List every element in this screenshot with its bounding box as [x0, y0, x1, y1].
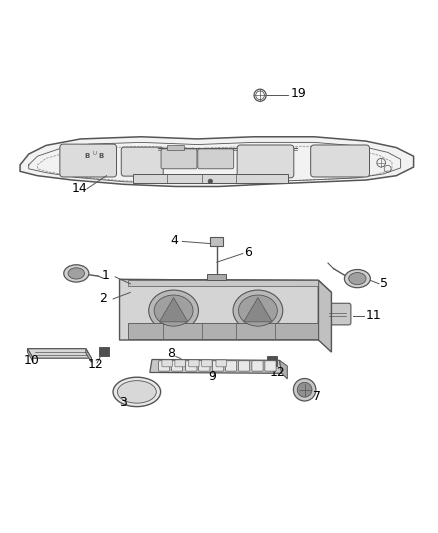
FancyBboxPatch shape — [199, 361, 210, 371]
FancyBboxPatch shape — [226, 361, 237, 371]
FancyBboxPatch shape — [238, 361, 250, 371]
FancyBboxPatch shape — [265, 361, 276, 371]
FancyBboxPatch shape — [161, 149, 197, 169]
FancyBboxPatch shape — [311, 145, 370, 177]
Bar — [210, 237, 223, 246]
Circle shape — [208, 179, 213, 184]
Ellipse shape — [149, 290, 198, 331]
Text: 5: 5 — [380, 277, 389, 290]
Polygon shape — [86, 349, 92, 362]
FancyBboxPatch shape — [252, 361, 263, 371]
Ellipse shape — [113, 377, 161, 407]
FancyBboxPatch shape — [237, 145, 294, 178]
FancyBboxPatch shape — [324, 303, 351, 325]
FancyBboxPatch shape — [162, 360, 172, 367]
FancyBboxPatch shape — [202, 360, 212, 367]
Text: 12: 12 — [270, 366, 286, 379]
Bar — [267, 357, 277, 366]
Text: 3: 3 — [119, 395, 127, 409]
FancyBboxPatch shape — [159, 361, 170, 371]
Polygon shape — [279, 360, 287, 379]
Ellipse shape — [64, 265, 89, 282]
Polygon shape — [150, 359, 282, 373]
Polygon shape — [28, 349, 92, 358]
Text: 19: 19 — [290, 87, 306, 100]
FancyBboxPatch shape — [189, 360, 199, 367]
Ellipse shape — [238, 295, 277, 326]
Polygon shape — [120, 279, 332, 293]
Polygon shape — [133, 174, 288, 183]
Ellipse shape — [154, 295, 193, 326]
Ellipse shape — [233, 290, 283, 331]
Text: B: B — [85, 152, 90, 158]
Text: 1: 1 — [101, 270, 109, 282]
Text: B: B — [99, 152, 104, 158]
Ellipse shape — [293, 378, 316, 401]
Text: 11: 11 — [366, 309, 382, 322]
Ellipse shape — [297, 382, 312, 397]
Text: 7: 7 — [313, 390, 321, 403]
Ellipse shape — [344, 270, 371, 288]
Bar — [99, 347, 109, 357]
Polygon shape — [244, 297, 272, 322]
FancyBboxPatch shape — [186, 361, 197, 371]
Polygon shape — [20, 137, 413, 187]
Text: 2: 2 — [99, 292, 107, 305]
Text: 4: 4 — [170, 234, 178, 247]
Bar — [167, 144, 184, 150]
FancyBboxPatch shape — [175, 360, 185, 367]
Text: 10: 10 — [24, 354, 39, 367]
Bar — [128, 322, 318, 339]
Polygon shape — [159, 297, 188, 322]
Text: 6: 6 — [244, 246, 252, 259]
Ellipse shape — [117, 381, 156, 403]
FancyBboxPatch shape — [198, 149, 234, 169]
Polygon shape — [28, 349, 33, 361]
FancyBboxPatch shape — [121, 147, 163, 176]
Polygon shape — [318, 280, 332, 352]
Ellipse shape — [68, 268, 85, 279]
Text: 8: 8 — [167, 348, 175, 360]
Polygon shape — [120, 279, 318, 340]
Bar — [128, 280, 318, 286]
Ellipse shape — [349, 272, 366, 285]
FancyBboxPatch shape — [171, 361, 183, 371]
Text: 9: 9 — [208, 370, 216, 383]
Text: 14: 14 — [72, 182, 88, 195]
Bar — [207, 274, 226, 280]
Text: 12: 12 — [88, 358, 103, 371]
Text: U: U — [93, 151, 97, 156]
FancyBboxPatch shape — [60, 144, 117, 177]
FancyBboxPatch shape — [212, 361, 224, 371]
FancyBboxPatch shape — [216, 360, 226, 367]
